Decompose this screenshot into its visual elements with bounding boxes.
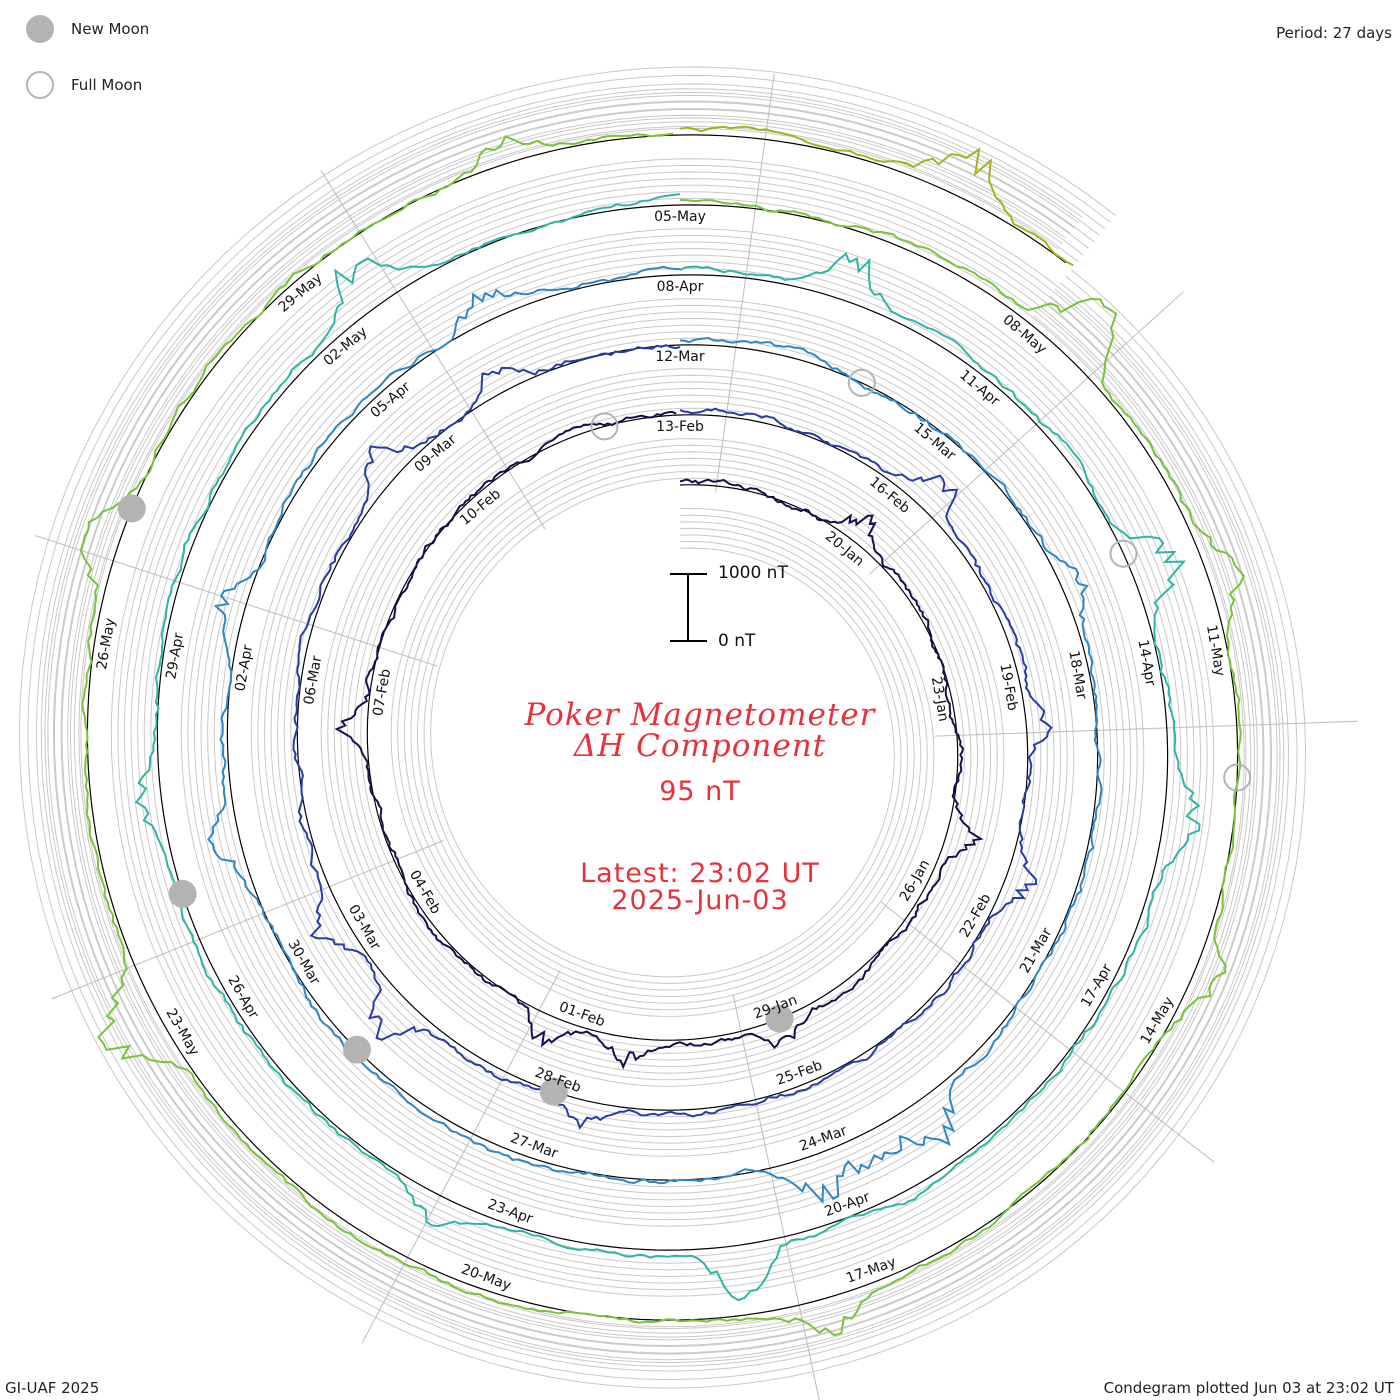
scale-top-label: 1000 nT [718, 563, 788, 583]
legend-full-moon: Full Moon [26, 71, 142, 99]
chart-title: Poker Magnetometer [524, 697, 876, 733]
footer-plot-time: Condegram plotted Jun 03 at 23:02 UT [1103, 1379, 1394, 1397]
grid-ring [73, 121, 1252, 1334]
latest-time: Latest: 23:02 UT [580, 858, 820, 889]
series-rotation-2 [292, 344, 1053, 1130]
grid-spoke [934, 720, 1358, 737]
date-label: 12-Mar [655, 349, 705, 365]
grid-ring-outer [52, 100, 1273, 1355]
chart-subtitle: ΔH Component [573, 728, 827, 764]
grid-ring [60, 108, 1265, 1348]
grid-ring-outer [69, 117, 1256, 1338]
current-value: 95 nT [659, 776, 741, 807]
new-moon-marker [765, 1004, 794, 1033]
series-rotation-3 [207, 265, 1103, 1205]
grid-ring-outer [18, 66, 1307, 1389]
grid-ring [47, 94, 1278, 1361]
date-label: 27-Mar [508, 1130, 560, 1162]
grid-spoke [51, 840, 444, 1000]
grid-spoke [869, 291, 1184, 575]
latest-date: 2025-Jun-03 [611, 885, 789, 916]
grid-ring [40, 88, 1285, 1367]
series-rotation-1 [334, 410, 984, 1070]
series-lines [79, 125, 1246, 1337]
grid-ring-outer [61, 108, 1264, 1347]
date-label: 10-Feb [457, 486, 504, 529]
grid-ring-outer [78, 125, 1247, 1330]
date-label: 13-Feb [656, 419, 704, 435]
date-label: 05-May [654, 209, 706, 225]
grid-spoke [715, 73, 775, 493]
moon-markers [117, 368, 1252, 1106]
full-moon-icon [26, 71, 54, 99]
series-rotation-6 [679, 125, 1074, 267]
grid-ring-outer [44, 91, 1281, 1364]
date-label: 26-Apr [224, 973, 261, 1022]
new-moon-marker [539, 1077, 568, 1106]
series-rotation-4 [134, 193, 1201, 1302]
footer-credit: GI-UAF 2025 [5, 1379, 100, 1397]
grid-spoke [35, 535, 438, 667]
scale-bottom-label: 0 nT [718, 631, 756, 651]
date-label: 23-Apr [485, 1196, 535, 1227]
date-label: 05-Apr [368, 379, 414, 421]
full-moon-marker [590, 412, 619, 441]
legend-new-moon: New Moon [26, 15, 149, 43]
date-label: 17-May [844, 1254, 898, 1287]
date-label: 23-Jan [928, 676, 952, 723]
date-label: 29-Apr [163, 631, 187, 680]
date-label: 24-Mar [797, 1123, 849, 1155]
new-moon-marker [168, 879, 197, 908]
period-label: Period: 27 days [1276, 24, 1392, 42]
grid-spoke [361, 969, 561, 1344]
grid-ring-outer [35, 83, 1290, 1372]
full-moon-marker [1109, 539, 1138, 568]
grid-rings [18, 66, 1307, 1389]
full-moon-marker [1223, 763, 1252, 792]
grid-spoke [880, 901, 1215, 1163]
full-moon-marker [847, 368, 876, 397]
new-moon-marker [343, 1035, 371, 1064]
grid-ring [80, 127, 1245, 1328]
full-moon-label: Full Moon [71, 76, 143, 94]
grid-spoke [732, 994, 820, 1400]
new-moon-icon [26, 15, 54, 43]
series-rotation-5 [79, 132, 1246, 1337]
grid-ring-outer [27, 74, 1298, 1381]
date-label: 08-Apr [657, 279, 704, 295]
new-moon-label: New Moon [71, 20, 150, 38]
grid-ring [67, 114, 1258, 1341]
date-label: 20-May [459, 1261, 513, 1294]
new-moon-marker [117, 494, 146, 523]
date-label: 02-Apr [232, 644, 256, 693]
date-label: 01-Feb [557, 999, 607, 1030]
scale-bar [670, 573, 707, 642]
grid-ring [53, 101, 1272, 1354]
